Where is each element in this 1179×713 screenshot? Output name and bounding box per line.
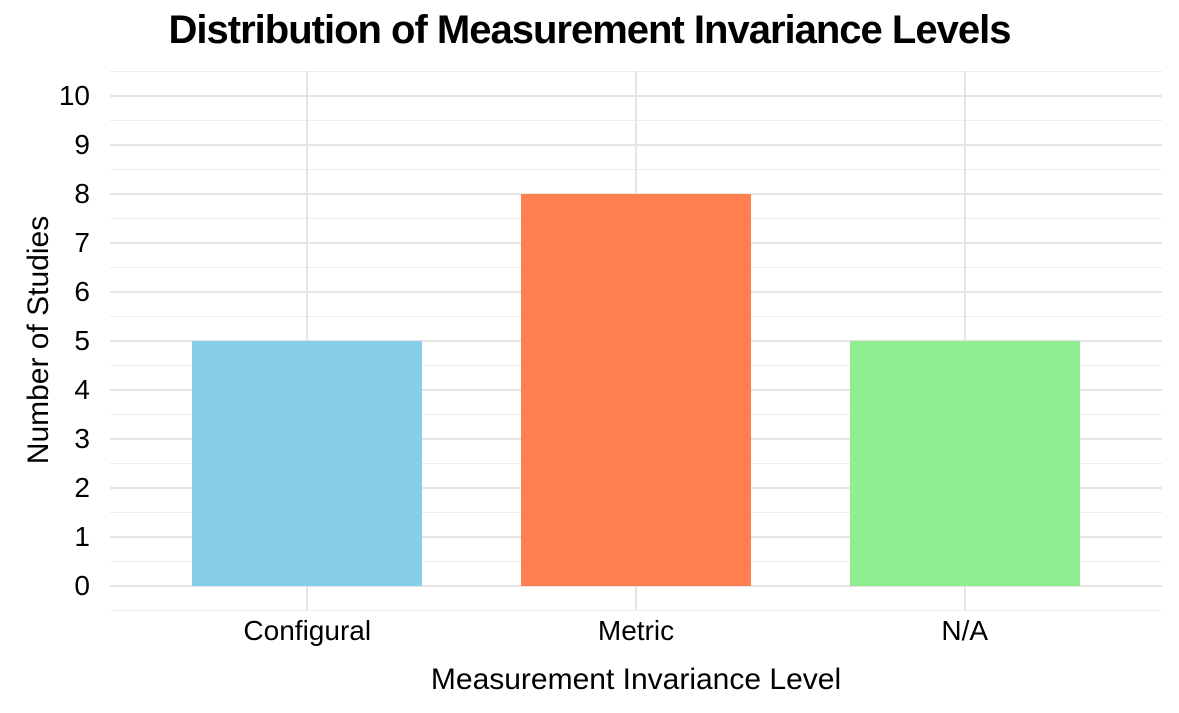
- y-tick-label: 9: [74, 128, 90, 160]
- x-category-label: Metric: [597, 615, 675, 646]
- gridline-minor-y: [110, 609, 1162, 611]
- y-tick-label: 0: [74, 569, 90, 601]
- bar-configural: [192, 340, 423, 586]
- plot-area: [110, 70, 1162, 611]
- y-tick-label: 10: [58, 79, 90, 111]
- y-tick-label: 7: [74, 226, 90, 258]
- y-tick-label: 1: [74, 520, 90, 552]
- y-tick-label: 5: [74, 324, 90, 356]
- bar-n-a: [849, 340, 1080, 586]
- y-tick-label: 8: [74, 177, 90, 209]
- bar-metric: [520, 193, 752, 586]
- y-tick-label: 4: [74, 373, 90, 405]
- x-category-label: N/A: [941, 615, 989, 646]
- y-tick-label: 6: [74, 275, 90, 307]
- y-tick-label: 3: [74, 422, 90, 454]
- chart-title: Distribution of Measurement Invariance L…: [168, 8, 1012, 52]
- x-axis-title: Measurement Invariance Level: [430, 663, 842, 696]
- y-tick-label: 2: [74, 471, 90, 503]
- x-category-label: Configural: [243, 615, 372, 646]
